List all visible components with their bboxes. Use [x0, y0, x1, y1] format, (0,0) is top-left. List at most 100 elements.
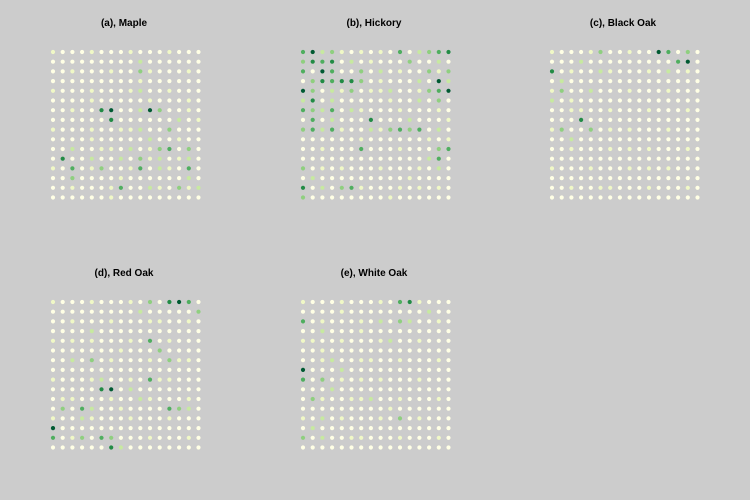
data-point	[407, 435, 412, 440]
data-point	[427, 176, 432, 181]
data-point	[676, 195, 681, 200]
data-point	[569, 108, 574, 113]
data-point	[417, 49, 422, 55]
data-point	[695, 166, 700, 171]
data-point	[417, 377, 422, 382]
data-point	[330, 108, 335, 113]
data-point	[89, 88, 94, 93]
data-point	[80, 146, 85, 152]
data-point	[128, 406, 133, 411]
data-point	[147, 117, 153, 122]
data-point	[60, 309, 65, 314]
data-point	[436, 137, 441, 142]
data-point	[186, 319, 191, 324]
data-point	[388, 406, 393, 411]
data-point	[388, 146, 393, 152]
data-point	[157, 69, 162, 74]
data-point	[446, 79, 451, 84]
data-point	[310, 426, 315, 431]
data-point	[417, 387, 422, 392]
data-point	[109, 387, 114, 392]
data-point	[397, 117, 403, 122]
data-point	[388, 176, 393, 181]
data-point	[147, 79, 153, 84]
data-point	[109, 416, 114, 421]
data-point	[579, 98, 584, 103]
data-point	[407, 185, 412, 190]
data-point	[378, 69, 383, 74]
data-point	[417, 329, 422, 334]
data-point	[598, 166, 603, 171]
data-point	[109, 435, 114, 440]
data-point	[549, 108, 555, 113]
data-point	[549, 185, 555, 190]
data-point	[60, 166, 65, 171]
data-point	[588, 185, 593, 190]
data-point	[99, 156, 104, 161]
data-point	[397, 127, 403, 132]
data-point	[685, 156, 690, 161]
data-point	[397, 176, 403, 181]
data-point	[118, 426, 123, 431]
dot-grid-plot	[50, 299, 201, 450]
data-point	[177, 435, 182, 440]
data-point	[598, 108, 603, 113]
data-point	[368, 416, 373, 421]
data-point	[99, 426, 104, 431]
data-point	[617, 185, 622, 190]
data-point	[446, 358, 451, 363]
data-point	[349, 166, 354, 171]
data-point	[128, 146, 133, 152]
data-point	[300, 406, 306, 411]
panel-red-oak: (d), Red Oak	[24, 268, 224, 468]
data-point	[627, 146, 632, 152]
data-point	[339, 98, 344, 103]
data-point	[70, 59, 75, 64]
data-point	[446, 367, 451, 372]
dot-grid-plot	[300, 299, 451, 450]
data-point	[646, 69, 652, 74]
data-point	[177, 195, 182, 200]
data-point	[549, 49, 555, 55]
data-point	[397, 377, 403, 382]
data-point	[676, 59, 681, 64]
data-point	[310, 396, 315, 402]
data-point	[109, 445, 114, 450]
data-point	[407, 79, 412, 84]
data-point	[186, 338, 191, 343]
data-point	[80, 166, 85, 171]
data-point	[559, 88, 564, 93]
data-point	[147, 435, 153, 440]
data-point	[167, 426, 172, 431]
data-point	[436, 338, 441, 343]
data-point	[359, 299, 364, 305]
data-point	[147, 338, 153, 343]
data-point	[118, 329, 123, 334]
data-point	[50, 367, 56, 372]
data-point	[388, 88, 393, 93]
data-point	[549, 79, 555, 84]
data-point	[417, 309, 422, 314]
data-point	[89, 176, 94, 181]
data-point	[186, 367, 191, 372]
data-point	[339, 69, 344, 74]
data-point	[128, 166, 133, 171]
panel-title: (c), Black Oak	[589, 18, 657, 29]
data-point	[368, 127, 373, 132]
data-point	[177, 176, 182, 181]
data-point	[397, 49, 403, 55]
data-point	[89, 338, 94, 343]
data-point	[128, 98, 133, 103]
data-point	[330, 377, 335, 382]
data-point	[339, 166, 344, 171]
data-point	[559, 117, 564, 122]
data-point	[89, 59, 94, 64]
data-point	[99, 185, 104, 190]
data-point	[60, 348, 65, 353]
data-point	[646, 88, 652, 93]
data-point	[446, 416, 451, 421]
data-point	[310, 185, 315, 190]
data-point	[388, 156, 393, 161]
data-point	[167, 329, 172, 334]
data-point	[177, 108, 182, 113]
